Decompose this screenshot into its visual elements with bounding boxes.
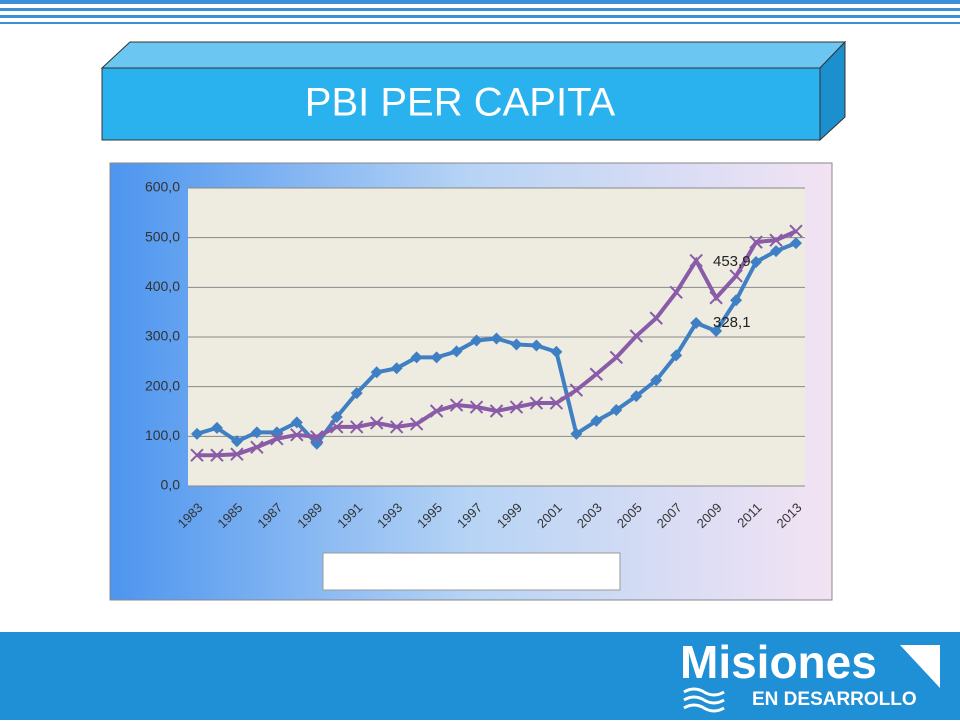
marker [489,404,504,418]
marker [790,237,802,250]
marker [689,253,703,268]
marker [570,427,583,440]
marker [569,383,584,397]
marker [789,224,803,238]
logo-name: Misiones [680,636,877,688]
y-tick-label: 400,0 [145,278,180,294]
marker [310,430,324,444]
marker [210,448,224,462]
marker [210,421,223,434]
marker [450,345,463,358]
marker [230,447,244,461]
marker [669,285,683,300]
slide-title: PBI PER CAPITA [305,81,616,125]
marker [469,400,484,414]
y-tick-label: 300,0 [145,328,180,344]
marker [370,366,383,379]
marker [250,440,264,454]
marker [290,428,304,442]
marker [529,396,544,410]
marker [330,410,343,423]
marker [769,233,783,247]
marker [409,417,424,431]
marker [649,311,663,325]
marker [290,416,303,429]
marker [389,420,404,434]
marker [650,374,663,387]
y-tick-label: 200,0 [145,377,180,393]
y-tick-label: 600,0 [145,179,180,195]
marker [470,334,483,347]
marker [350,420,364,434]
marker [589,367,604,381]
marker [550,345,563,358]
marker [709,291,723,305]
y-tick-label: 500,0 [145,228,180,244]
marker [449,398,464,412]
top-stripes [0,0,960,24]
marker [610,404,623,417]
marker [750,256,763,269]
marker [670,349,683,362]
marker [350,387,363,400]
logo-tagline: EN DESARROLLO [752,689,917,710]
marker [430,351,443,364]
legend-box [322,552,621,591]
marker [510,338,523,351]
marker [630,390,643,403]
marker [749,235,763,249]
title-box: PBI PER CAPITA [100,40,847,142]
marker [730,294,743,307]
marker [629,329,643,343]
marker [191,427,203,440]
marker [250,426,263,439]
marker [330,420,344,434]
footer: Misiones EN DESARROLLO [0,632,960,720]
marker [369,416,384,430]
marker [509,400,524,414]
marker [530,339,543,352]
marker [390,362,403,375]
y-tick-label: 0,0 [161,477,181,493]
marker [609,350,624,365]
marker [590,414,603,427]
y-tick-label: 100,0 [145,427,180,443]
marker [270,432,284,446]
annotation: 453,9 [713,253,751,270]
marker [410,351,423,364]
marker [230,435,243,448]
marker [190,448,204,462]
annotation: 328,1 [713,314,751,331]
marker [490,332,503,345]
marker [690,317,703,330]
marker [429,404,444,418]
marker [549,396,564,410]
marker [729,269,743,283]
marker [770,245,783,258]
marker [710,325,723,338]
